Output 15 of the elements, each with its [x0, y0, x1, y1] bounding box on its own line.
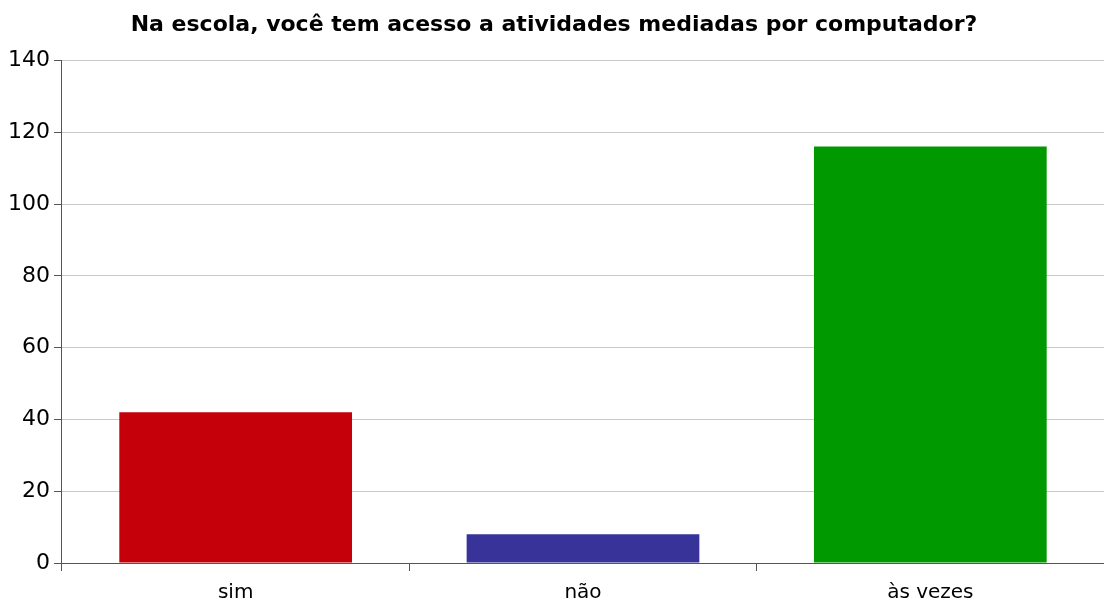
- bar: [119, 412, 353, 563]
- y-tick-label: 120: [7, 117, 50, 143]
- y-tick-label: 140: [7, 46, 50, 72]
- chart-title: Na escola, você tem acesso a atividades mediadas por computador?: [130, 10, 978, 36]
- y-tick-label: 60: [21, 333, 50, 359]
- x-tick-label: não: [564, 579, 602, 604]
- y-tick-label: 80: [21, 261, 50, 287]
- x-tick-label: às vezes: [887, 579, 974, 604]
- y-tick-label: 20: [21, 476, 50, 502]
- x-tick-label: sim: [217, 579, 254, 604]
- y-tick-label: 100: [7, 189, 50, 215]
- y-tick-label: 40: [21, 405, 50, 431]
- bar: [466, 534, 700, 563]
- bar: [813, 146, 1047, 563]
- y-tick-label: 0: [35, 548, 50, 574]
